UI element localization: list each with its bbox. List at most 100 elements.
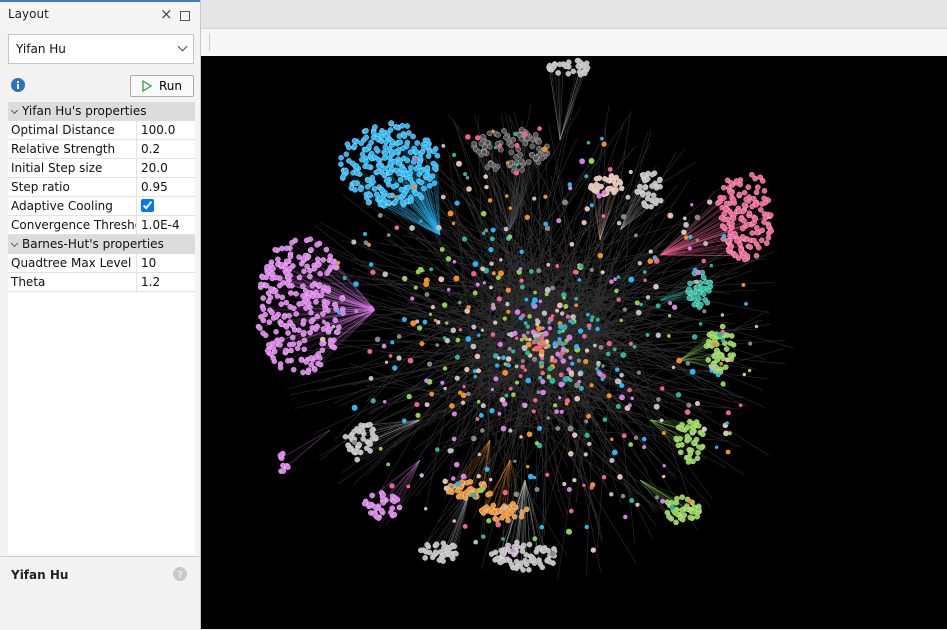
algorithm-dropdown[interactable]: Yifan Hu bbox=[8, 34, 194, 64]
node bbox=[483, 174, 489, 179]
node bbox=[765, 223, 772, 230]
node bbox=[664, 499, 671, 505]
node bbox=[544, 292, 549, 297]
node bbox=[741, 218, 747, 224]
node bbox=[542, 330, 549, 337]
node bbox=[368, 305, 374, 311]
node bbox=[525, 350, 531, 356]
property-value[interactable]: 1.0E-4 bbox=[141, 218, 180, 232]
node bbox=[335, 329, 341, 335]
restore-button[interactable] bbox=[180, 11, 190, 21]
node bbox=[434, 152, 441, 159]
node bbox=[653, 403, 660, 410]
node bbox=[386, 462, 391, 467]
property-name: Step ratio bbox=[8, 178, 137, 196]
node bbox=[709, 263, 713, 268]
node bbox=[508, 386, 513, 391]
node bbox=[378, 507, 385, 514]
node bbox=[564, 348, 570, 353]
node bbox=[541, 146, 548, 153]
close-button[interactable]: × bbox=[160, 5, 173, 23]
cluster-edges bbox=[280, 429, 331, 472]
node bbox=[260, 295, 266, 301]
info-icon[interactable] bbox=[10, 77, 26, 93]
node bbox=[419, 341, 425, 347]
node bbox=[433, 541, 440, 547]
node bbox=[586, 323, 592, 329]
node bbox=[558, 396, 562, 400]
node bbox=[417, 266, 424, 273]
node bbox=[422, 555, 428, 561]
property-value[interactable]: 100.0 bbox=[141, 123, 176, 137]
node bbox=[285, 358, 291, 364]
help-icon[interactable]: ? bbox=[172, 566, 188, 582]
property-value[interactable]: 1.2 bbox=[141, 275, 161, 289]
node bbox=[488, 477, 493, 482]
node bbox=[519, 337, 524, 342]
node bbox=[700, 274, 707, 280]
cluster bbox=[715, 171, 774, 263]
node bbox=[312, 354, 319, 360]
node bbox=[453, 551, 459, 557]
property-name: Initial Step size bbox=[8, 159, 137, 177]
node bbox=[448, 544, 454, 550]
node bbox=[563, 63, 569, 70]
node bbox=[533, 290, 537, 295]
node bbox=[358, 186, 364, 192]
node bbox=[393, 149, 399, 155]
node bbox=[568, 355, 573, 360]
node bbox=[307, 329, 313, 336]
property-value[interactable]: 10 bbox=[141, 256, 157, 270]
node bbox=[679, 516, 686, 523]
node bbox=[423, 172, 429, 179]
section-header[interactable]: Barnes-Hut's properties bbox=[8, 235, 195, 254]
node bbox=[539, 524, 545, 530]
node bbox=[547, 326, 553, 331]
node bbox=[383, 177, 390, 184]
node bbox=[363, 147, 370, 153]
node bbox=[557, 61, 563, 68]
node bbox=[435, 447, 440, 452]
node bbox=[687, 450, 694, 457]
property-row: Relative Strength 0.2 bbox=[8, 140, 195, 159]
node bbox=[495, 275, 501, 281]
node bbox=[258, 281, 264, 288]
node bbox=[370, 179, 376, 185]
node bbox=[477, 333, 481, 337]
node bbox=[369, 492, 375, 499]
node bbox=[396, 504, 403, 511]
node bbox=[600, 136, 604, 141]
node bbox=[321, 319, 326, 324]
node bbox=[595, 317, 600, 322]
node bbox=[705, 357, 712, 363]
node bbox=[390, 340, 395, 345]
property-value[interactable]: 20.0 bbox=[141, 161, 168, 175]
node bbox=[641, 172, 647, 178]
cluster-edges bbox=[495, 479, 548, 570]
checkbox[interactable] bbox=[141, 199, 154, 212]
property-value[interactable] bbox=[137, 197, 195, 215]
property-value[interactable]: 0.95 bbox=[141, 180, 168, 194]
node bbox=[458, 328, 463, 332]
node bbox=[322, 306, 329, 313]
node bbox=[507, 346, 512, 352]
section-header[interactable]: Yifan Hu's properties bbox=[8, 102, 195, 121]
node bbox=[307, 267, 313, 274]
run-button[interactable]: Run bbox=[130, 75, 194, 97]
node bbox=[589, 203, 594, 208]
node bbox=[443, 485, 450, 491]
node bbox=[534, 487, 540, 492]
node bbox=[714, 357, 721, 363]
node bbox=[696, 444, 701, 450]
node bbox=[474, 353, 481, 360]
node bbox=[685, 459, 692, 465]
node bbox=[427, 176, 433, 182]
property-value[interactable]: 0.2 bbox=[141, 142, 161, 156]
node bbox=[387, 127, 394, 133]
property-row: Theta 1.2 bbox=[8, 273, 195, 292]
node bbox=[498, 270, 504, 277]
node bbox=[369, 436, 375, 442]
node bbox=[273, 329, 279, 335]
node bbox=[688, 234, 693, 240]
node bbox=[306, 290, 313, 296]
